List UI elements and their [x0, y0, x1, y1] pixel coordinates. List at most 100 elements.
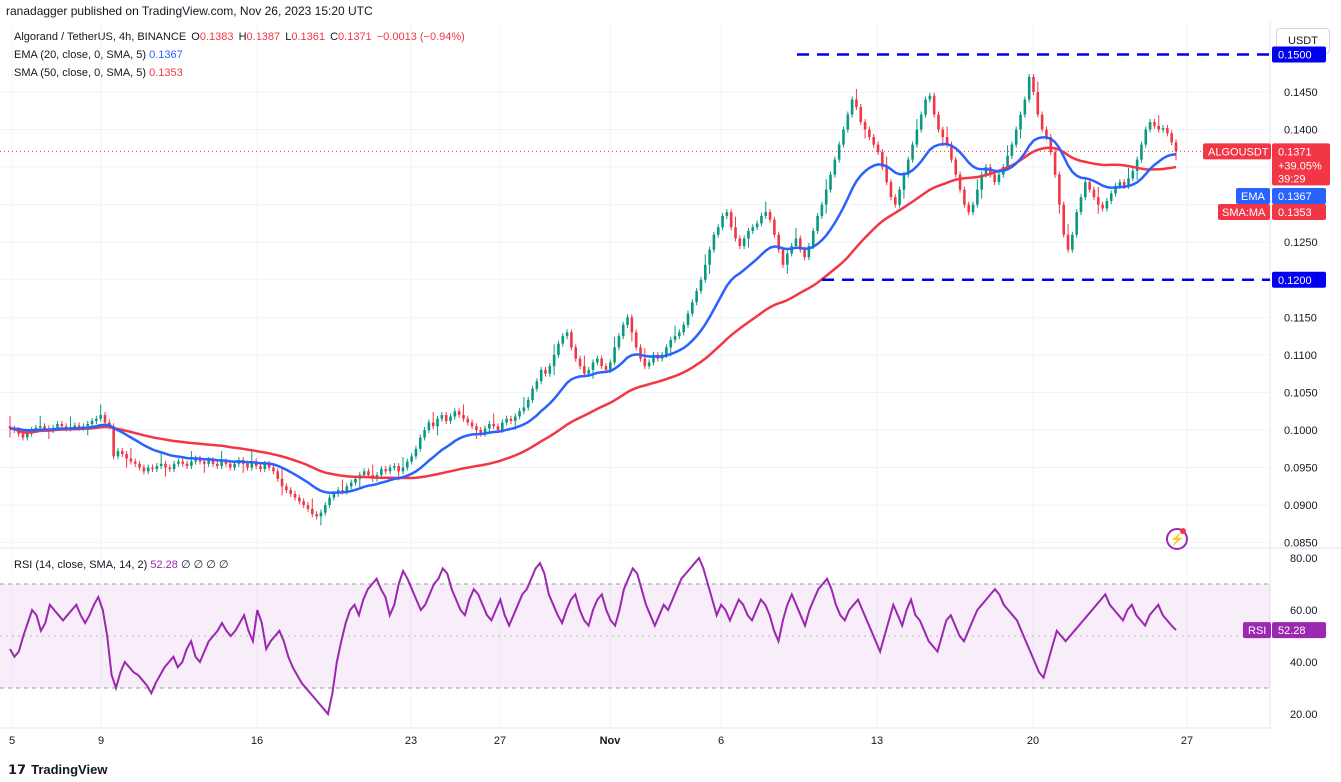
open-value: 0.1383: [199, 31, 234, 43]
candle-body: [146, 467, 150, 472]
candle-body: [725, 212, 729, 216]
candle-body: [185, 463, 189, 467]
rsi-legend[interactable]: RSI (14, close, SMA, 14, 2) 52.28 ∅ ∅ ∅ …: [14, 558, 228, 571]
candle-body: [410, 456, 413, 462]
candle-body: [38, 426, 42, 428]
lightning-icon[interactable]: ⚡: [1166, 528, 1188, 550]
candle-body: [682, 324, 685, 333]
rsi-line: [9, 556, 1177, 717]
candle-body: [159, 463, 163, 467]
candle-body: [863, 122, 867, 130]
candle-body: [997, 174, 1001, 183]
candle-body: [1127, 178, 1130, 186]
candle-body: [850, 99, 854, 115]
candle-body: [103, 414, 107, 423]
candle-body: [647, 362, 651, 367]
candle-body: [1032, 76, 1035, 92]
candle-body: [77, 425, 81, 428]
level-tag-bg: [1272, 46, 1326, 63]
candle-body: [319, 512, 323, 517]
candle-body: [427, 422, 431, 430]
candle-body: [367, 471, 370, 476]
candle-body: [1075, 212, 1078, 235]
candle-body: [583, 366, 586, 374]
candle-body: [842, 129, 845, 145]
candle-body: [747, 230, 750, 239]
candle-body: [1006, 155, 1009, 168]
candle-body: [246, 463, 249, 468]
candle-body: [224, 461, 228, 464]
ema-legend[interactable]: EMA (20, close, 0, SMA, 5) 0.1367: [14, 49, 183, 61]
candle-body: [846, 114, 850, 130]
candle-body: [345, 486, 349, 492]
candle-body: [1010, 144, 1014, 156]
candle-body: [220, 461, 223, 467]
symbol-name[interactable]: Algorand / TetherUS, 4h, BINANCE: [14, 31, 187, 43]
candle-body: [859, 107, 863, 123]
candle-body: [673, 336, 677, 340]
candle-body: [164, 463, 167, 468]
candle-body: [138, 463, 141, 468]
candle-body: [902, 174, 906, 190]
candle-body: [967, 204, 971, 213]
candle-body: [578, 358, 582, 367]
candle-body: [1153, 122, 1156, 126]
candle-body: [298, 497, 301, 502]
candle-body: [215, 463, 219, 467]
price-tick-label: 0.0950: [1284, 463, 1318, 475]
price-tick-label: 0.0850: [1284, 538, 1318, 550]
candle-body: [393, 466, 396, 468]
candle-body: [457, 411, 461, 415]
candle-body: [600, 358, 603, 367]
candle-body: [613, 347, 616, 363]
candle-body: [43, 426, 46, 429]
candle-body: [833, 159, 837, 175]
candle-body: [976, 189, 979, 205]
candle-body: [112, 426, 115, 457]
candle-body: [855, 99, 858, 108]
high-value: 0.1387: [246, 31, 281, 43]
candle-body: [591, 362, 595, 370]
candle-body: [263, 463, 267, 470]
candle-body: [803, 249, 806, 258]
candle-body: [755, 223, 759, 228]
level-tag-bg: [1272, 271, 1326, 288]
published-by: ranadagger published on TradingView.com,…: [6, 4, 373, 18]
footer-brand[interactable]: 𝟭𝟳 TradingView: [8, 762, 107, 778]
price-tag-countdown: 39:29: [1278, 173, 1306, 185]
candle-body: [466, 418, 470, 423]
sma-legend[interactable]: SMA (50, close, 0, SMA, 5) 0.1353: [14, 67, 183, 79]
candle-body: [1148, 122, 1152, 130]
candle-body: [574, 347, 578, 359]
ema-line: [9, 136, 1177, 495]
candle-body: [151, 467, 154, 470]
candle-body: [440, 414, 444, 419]
candle-body: [401, 467, 405, 472]
symbol-tag-bg: [1203, 143, 1271, 160]
candle-body: [423, 430, 426, 438]
high-label: H: [238, 31, 247, 43]
candle-body: [323, 505, 327, 513]
candle-body: [285, 486, 288, 491]
candle-body: [963, 189, 966, 205]
candle-body: [95, 418, 98, 421]
rsi-tag-label-bg: [1243, 622, 1271, 639]
price-tick-label: 0.1000: [1284, 425, 1318, 437]
price-tick-label: 0.1050: [1284, 387, 1318, 399]
candle-body: [436, 418, 439, 427]
candle-body: [1101, 204, 1104, 209]
price-tick-label: 0.1450: [1284, 87, 1318, 99]
candle-body: [1062, 204, 1066, 235]
rsi-extras: ∅ ∅ ∅ ∅: [180, 559, 229, 571]
candle-body: [729, 212, 733, 228]
candle-body: [267, 463, 271, 468]
sma-line: [9, 146, 1177, 480]
candle-body: [911, 144, 914, 160]
candle-body: [142, 467, 146, 472]
candle-body: [816, 215, 819, 231]
candle-body: [233, 463, 236, 468]
candle-body: [829, 174, 832, 190]
candle-body: [453, 411, 457, 417]
price-tag-change: +39.05%: [1278, 160, 1322, 172]
